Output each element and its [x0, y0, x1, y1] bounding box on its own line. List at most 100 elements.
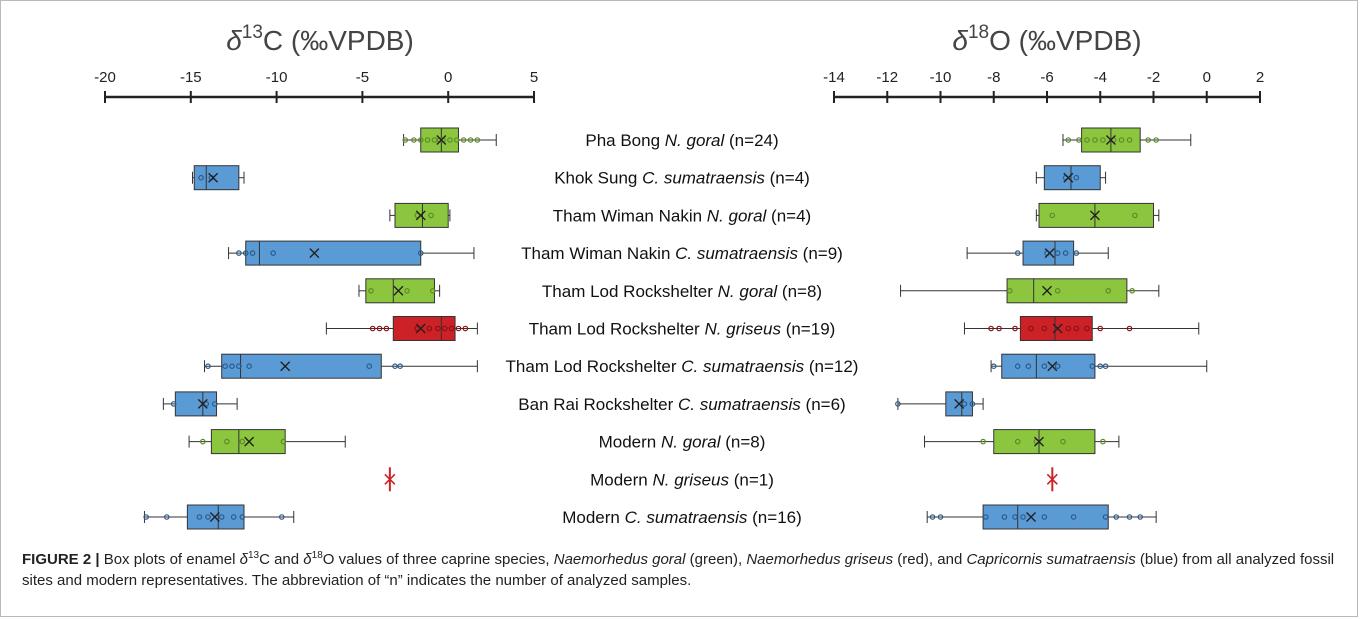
- data-point: [1012, 514, 1018, 520]
- mean-marker: [954, 398, 965, 409]
- caption-fragment: Naemorhedus goral: [553, 551, 686, 568]
- data-point: [1041, 325, 1048, 332]
- box-iqr: [174, 391, 218, 417]
- row-label-count: (n=4): [766, 206, 811, 225]
- data-point: [163, 514, 170, 520]
- data-point: [366, 363, 373, 370]
- data-point: [1006, 287, 1013, 294]
- mean-marker: [1063, 172, 1074, 183]
- tick-label: -20: [94, 69, 116, 86]
- row-label-species: N. griseus: [652, 470, 729, 489]
- box-plot-7: [895, 391, 984, 417]
- axis-title-delta: δ: [952, 25, 968, 56]
- figure-caption: FIGURE 2 | Box plots of enamel δ13C and …: [22, 545, 1342, 591]
- box-plot-8: [188, 429, 346, 455]
- row-labels: Pha Bong N. goral (n=24) Khok Sung C. sum…: [506, 131, 859, 527]
- row-label-species: N. goral: [718, 282, 779, 301]
- row-label-site: Khok Sung: [554, 169, 642, 188]
- mean-marker: [393, 285, 404, 296]
- row-label-count: (n=6): [801, 395, 846, 414]
- row-label: Tham Lod Rockshelter N. griseus (n=19): [529, 320, 836, 339]
- row-label-count: (n=8): [721, 433, 766, 452]
- data-point: [1097, 325, 1104, 332]
- mean-marker: [1105, 135, 1116, 145]
- data-point: [929, 514, 936, 520]
- axis-title-unit: C (‰VPDB): [263, 25, 414, 56]
- data-point: [417, 250, 424, 256]
- data-point: [280, 438, 287, 445]
- data-point: [1065, 137, 1072, 143]
- data-point: [170, 401, 177, 407]
- box-plot-6: [990, 353, 1208, 379]
- row-label-species: N. goral: [665, 131, 726, 150]
- data-point: [1100, 137, 1106, 143]
- caption-fragment: δ: [303, 551, 312, 568]
- data-point: [462, 325, 469, 332]
- box-iqr: [1038, 202, 1154, 228]
- data-point: [411, 137, 417, 143]
- row-label-count: (n=4): [765, 169, 810, 188]
- data-point: [414, 325, 421, 332]
- row-label: Tham Wiman Nakin C. sumatraensis (n=9): [521, 244, 843, 263]
- box-iqr: [1006, 278, 1128, 304]
- data-point: [1065, 325, 1072, 332]
- data-point: [397, 363, 403, 370]
- row-label-site: Tham Lod Rockshelter: [542, 282, 718, 301]
- mean-marker: [1034, 436, 1045, 447]
- data-point: [242, 250, 249, 256]
- caption-fragment: Box plots of enamel: [99, 551, 240, 568]
- row-label: Modern N. griseus (n=1): [590, 470, 774, 489]
- box-plot-4: [358, 278, 441, 304]
- mean-marker: [244, 436, 255, 447]
- data-point: [198, 174, 204, 181]
- mean-marker: [1044, 248, 1055, 259]
- box-iqr: [1019, 316, 1093, 341]
- row-label-count: (n=16): [747, 508, 801, 527]
- data-point: [218, 514, 225, 520]
- tick-label: -8: [987, 69, 1000, 86]
- tick-label: -14: [823, 69, 845, 86]
- data-point: [270, 250, 276, 256]
- row-label: Modern C. sumatraensis (n=16): [562, 508, 802, 527]
- mean-marker: [208, 172, 219, 183]
- data-point: [1097, 363, 1104, 370]
- box-iqr: [245, 240, 422, 266]
- box-plot-5: [325, 316, 478, 341]
- row-label-site: Modern: [562, 508, 624, 527]
- mean-marker: [1026, 512, 1037, 522]
- row-label-site: Tham Lod Rockshelter: [529, 320, 705, 339]
- data-point: [1105, 287, 1112, 294]
- data-point: [1049, 212, 1056, 219]
- box-plot-4: [900, 278, 1160, 304]
- tick-label: 0: [444, 69, 452, 86]
- data-point: [368, 287, 374, 294]
- row-label: Tham Wiman Nakin N. goral (n=4): [553, 206, 811, 225]
- tick-label: -10: [266, 69, 288, 86]
- data-point: [1132, 212, 1138, 219]
- data-point: [428, 212, 434, 219]
- data-point: [376, 325, 383, 332]
- data-point: [1084, 137, 1090, 143]
- data-point: [1041, 363, 1048, 370]
- data-point: [196, 514, 203, 520]
- data-point: [1137, 514, 1143, 520]
- axis-title-superscript: 18: [968, 22, 989, 43]
- data-point: [1001, 514, 1008, 520]
- data-point: [404, 287, 410, 294]
- data-point: [1100, 438, 1106, 445]
- data-point: [200, 438, 206, 445]
- row-label-site: Modern: [599, 433, 661, 452]
- caption-body: Box plots of enamel δ13C and δ18O values…: [22, 550, 1334, 589]
- data-point: [369, 325, 376, 332]
- data-point: [249, 250, 256, 256]
- data-point: [402, 137, 409, 143]
- oxygen-isotope-panel: δ18O (‰VPDB) -14 -12 -10 -8 -6 -4 -2 0 2: [823, 22, 1264, 530]
- box-plot-0: [1062, 127, 1192, 153]
- row-label-species: C. sumatraensis: [678, 395, 801, 414]
- caption-fragment: (red), and: [893, 551, 967, 568]
- data-point: [239, 438, 246, 445]
- box-plot-3: [966, 240, 1109, 266]
- caption-fragment: 18: [311, 550, 323, 561]
- data-point: [448, 325, 455, 332]
- data-point: [1070, 514, 1077, 520]
